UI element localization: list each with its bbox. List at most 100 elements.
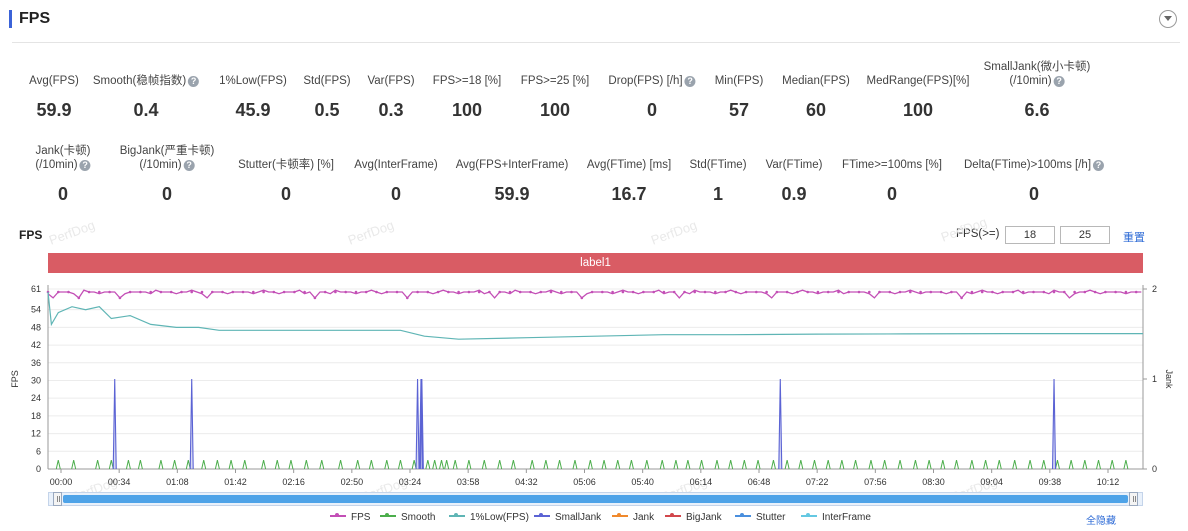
fps-point: [1073, 290, 1076, 294]
metric-r2-0: Jank(卡顿) (/10min)? 0: [35, 144, 91, 204]
fps-point: [1093, 290, 1097, 294]
legend-swatch-icon: [534, 513, 550, 517]
legend-swatch-icon: [612, 513, 628, 517]
smooth-spike: [368, 460, 374, 470]
fps-point: [724, 290, 727, 294]
legend-swatch-icon: [449, 513, 465, 517]
metric-label: Median(FPS): [782, 74, 850, 88]
fps-point: [1124, 290, 1128, 294]
legend-item[interactable]: BigJank: [665, 512, 722, 523]
metric-label-text: FTime>=100ms [%]: [842, 159, 942, 171]
help-icon[interactable]: ?: [1093, 160, 1105, 171]
help-icon[interactable]: ?: [188, 76, 200, 87]
fps-point: [909, 290, 912, 294]
header-accent-bar: [9, 10, 12, 28]
metric-value: 0: [161, 184, 172, 204]
legend-label: BigJank: [686, 512, 722, 523]
fps-point: [806, 290, 809, 294]
fps-point: [1011, 290, 1015, 294]
series-line-fps: [47, 289, 1142, 299]
x-tick-label: 00:34: [108, 477, 131, 487]
fps-point: [180, 290, 183, 294]
metric-r2-9: Delta(FTime)>100ms [/h]? 0: [964, 158, 1105, 204]
y-tick-label: 48: [31, 322, 41, 332]
fps-point: [837, 290, 840, 294]
fps-point: [67, 290, 70, 294]
watermark: PerfDog: [345, 217, 396, 248]
smooth-spike: [214, 460, 220, 470]
legend-item[interactable]: Jank: [612, 512, 654, 523]
fps-point: [447, 290, 450, 294]
fps-point: [950, 290, 953, 294]
legend-item[interactable]: 1%Low(FPS): [449, 512, 529, 523]
legend-swatch-icon: [665, 513, 681, 517]
smooth-spike: [572, 460, 578, 470]
fps-point: [323, 290, 327, 294]
smalljank-spike: [112, 378, 117, 470]
metric-label-text: Avg(FPS): [29, 75, 79, 87]
x-tick-label: 07:56: [864, 477, 887, 487]
help-icon[interactable]: ?: [684, 76, 696, 87]
y2-tick-label: 0: [1152, 464, 1157, 474]
time-range-scrollbar[interactable]: [48, 492, 1143, 506]
fps-point: [826, 290, 830, 294]
scrollbar-range-fill[interactable]: [63, 495, 1128, 503]
fps-point: [590, 290, 594, 294]
metric-label: FTime>=100ms [%]: [842, 158, 942, 172]
metric-label-text: Median(FPS): [782, 75, 850, 87]
help-icon[interactable]: ?: [1053, 76, 1065, 87]
smooth-spike: [954, 460, 959, 470]
metric-value: 6.6: [1024, 100, 1050, 120]
metric-label: Delta(FTime)>100ms [/h]?: [964, 158, 1105, 172]
metric-value: 0: [646, 100, 657, 120]
metric-label: Avg(FPS+InterFrame): [456, 158, 569, 172]
metric-value: 60: [805, 100, 827, 120]
scrollbar-left-handle[interactable]: [53, 492, 62, 506]
help-icon[interactable]: ?: [79, 160, 91, 171]
smooth-spike: [644, 460, 650, 470]
legend-item[interactable]: Stutter: [735, 512, 785, 523]
legend-item[interactable]: Smooth: [380, 512, 435, 523]
smooth-spike: [868, 460, 874, 470]
smooth-spike: [812, 460, 817, 470]
fps-point: [344, 290, 348, 294]
metric-label: Avg(FTime) [ms]: [587, 158, 671, 172]
fps-point: [703, 290, 707, 294]
fps-point: [662, 290, 666, 294]
hide-all-link[interactable]: 全隐藏: [1086, 516, 1116, 527]
collapse-toggle-button[interactable]: [1159, 10, 1177, 28]
x-tick-label: 01:08: [166, 477, 189, 487]
smooth-spike: [497, 460, 503, 470]
help-icon[interactable]: ?: [183, 160, 195, 171]
smooth-spike: [510, 460, 516, 470]
metric-value: 100: [902, 100, 934, 120]
label-bar[interactable]: label1: [48, 253, 1143, 273]
smooth-spike: [481, 460, 487, 470]
metric-r2-8: FTime>=100ms [%] 0: [842, 158, 942, 204]
legend-item[interactable]: InterFrame: [801, 512, 871, 523]
fps-threshold-input-1[interactable]: [1005, 226, 1055, 244]
reset-link[interactable]: 重置: [1123, 232, 1145, 244]
metric-label-text: Drop(FPS) [/h]: [608, 75, 683, 87]
fps-point: [529, 290, 532, 294]
legend-label: SmallJank: [555, 512, 602, 523]
fps-point: [796, 290, 799, 294]
metric-value: 0.5: [314, 100, 340, 120]
legend-item[interactable]: SmallJank: [534, 512, 601, 523]
metric-value: 0: [280, 184, 291, 204]
fps-point: [77, 296, 81, 300]
smooth-spike: [228, 460, 234, 470]
legend-item[interactable]: FPS: [330, 512, 370, 523]
smooth-spike: [798, 460, 804, 470]
y2-tick-label: 2: [1152, 284, 1157, 294]
x-tick-label: 04:32: [515, 477, 538, 487]
fps-point: [426, 290, 430, 294]
fps-point: [1083, 290, 1087, 294]
scrollbar-right-handle[interactable]: [1129, 492, 1138, 506]
x-tick-label: 09:04: [980, 477, 1003, 487]
fps-point: [765, 290, 768, 294]
fps-threshold-input-2[interactable]: [1060, 226, 1110, 244]
fps-point: [272, 290, 276, 294]
smooth-spike: [1027, 460, 1033, 470]
